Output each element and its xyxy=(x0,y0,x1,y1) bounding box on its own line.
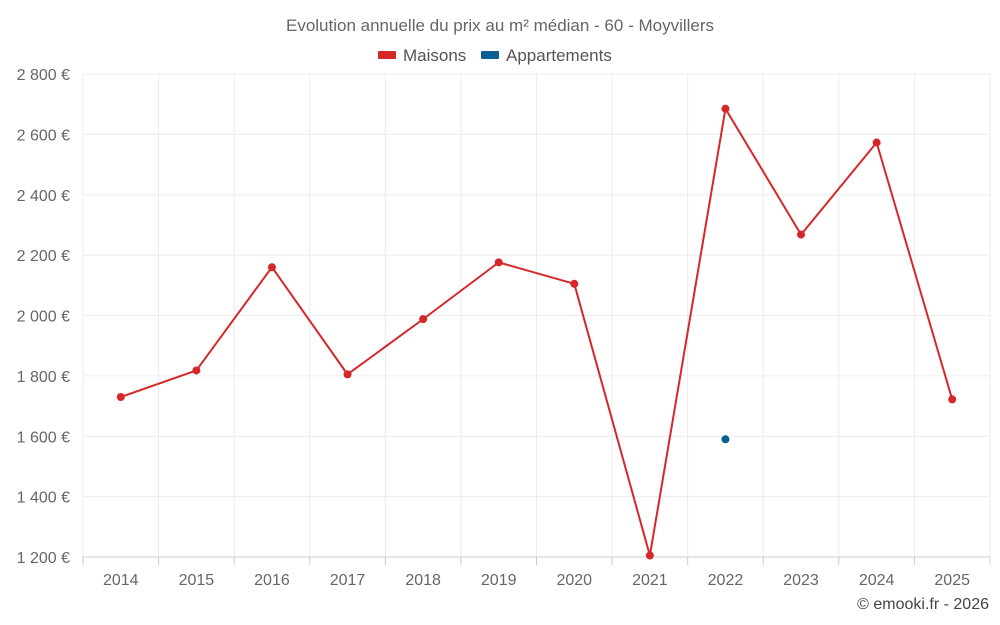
x-tick-label: 2022 xyxy=(708,572,744,589)
legend: Maisons Appartements xyxy=(378,46,612,65)
data-point-maisons[interactable] xyxy=(494,258,503,267)
data-point-maisons[interactable] xyxy=(872,138,881,147)
data-point-maisons[interactable] xyxy=(192,366,201,375)
series-line-maisons xyxy=(120,107,954,557)
credit-text: © emooki.fr - 2026 xyxy=(857,596,989,613)
data-point-maisons[interactable] xyxy=(343,370,352,379)
data-point-appartements[interactable] xyxy=(721,435,730,444)
x-tick-label: 2015 xyxy=(179,572,215,589)
legend-label-appartements: Appartements xyxy=(506,46,612,65)
x-tick-label: 2020 xyxy=(556,572,592,589)
x-tick-label: 2024 xyxy=(859,572,895,589)
y-tick-label: 2 400 € xyxy=(17,188,70,205)
legend-swatch-maisons xyxy=(378,51,396,59)
data-point-maisons[interactable] xyxy=(570,279,579,288)
y-tick-label: 1 800 € xyxy=(17,369,70,386)
y-tick-label: 2 200 € xyxy=(17,248,70,265)
grid-layer xyxy=(82,73,991,558)
legend-item-appartements[interactable]: Appartements xyxy=(481,46,612,65)
y-tick-label: 2 800 € xyxy=(17,67,70,84)
x-tick-label: 2017 xyxy=(330,572,366,589)
legend-item-maisons[interactable]: Maisons xyxy=(378,46,466,65)
x-tick-label: 2016 xyxy=(254,572,290,589)
x-tick-label: 2025 xyxy=(934,572,970,589)
data-point-maisons[interactable] xyxy=(267,263,276,272)
data-point-maisons[interactable] xyxy=(419,315,428,324)
data-point-maisons[interactable] xyxy=(116,393,125,402)
legend-label-maisons: Maisons xyxy=(403,46,466,65)
x-axis: 2014 2015 2016 2017 2018 2019 2020 2021 2022 2023… xyxy=(82,556,991,589)
x-tick-label: 2014 xyxy=(103,572,139,589)
y-axis: 1 200 € 1 400 € 1 600 € 1 800 € 2 000 € 2 200… xyxy=(17,67,70,567)
x-tick-label: 2019 xyxy=(481,572,517,589)
y-tick-label: 1 200 € xyxy=(17,550,70,567)
x-tick-label: 2021 xyxy=(632,572,668,589)
y-tick-label: 1 400 € xyxy=(17,490,70,507)
y-tick-label: 2 600 € xyxy=(17,127,70,144)
data-point-maisons[interactable] xyxy=(797,230,806,239)
x-tick-label: 2018 xyxy=(405,572,441,589)
series-layer xyxy=(116,104,957,560)
data-point-maisons[interactable] xyxy=(721,104,730,113)
y-tick-label: 2 000 € xyxy=(17,309,70,326)
data-point-maisons[interactable] xyxy=(645,551,654,560)
y-tick-label: 1 600 € xyxy=(17,429,70,446)
x-tick-label: 2023 xyxy=(783,572,819,589)
legend-swatch-appartements xyxy=(481,51,499,59)
chart-title: Evolution annuelle du prix au m² médian … xyxy=(286,16,714,35)
data-point-maisons[interactable] xyxy=(948,395,957,404)
